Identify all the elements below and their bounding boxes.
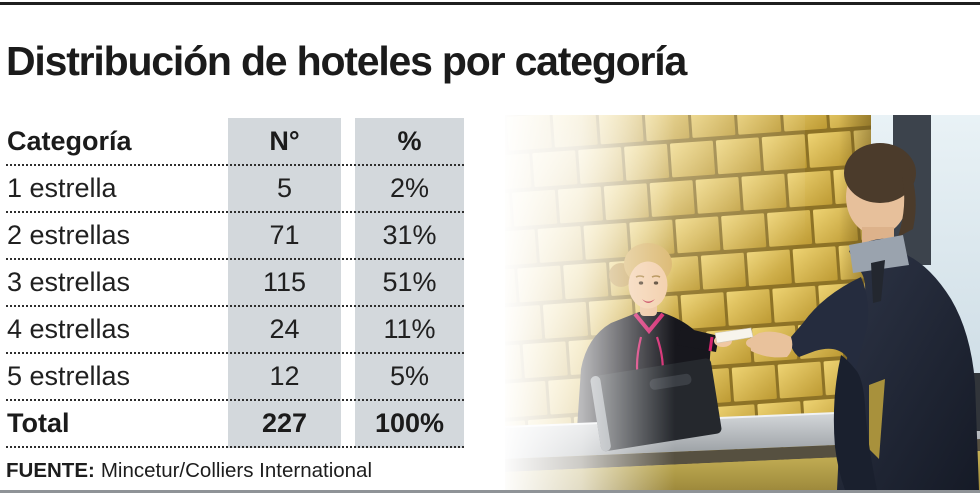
table-row: 3 estrellas 115 51%	[6, 260, 464, 307]
row-category: 4 estrellas	[7, 314, 131, 344]
header-percent: %	[397, 125, 422, 156]
row-category: 3 estrellas	[7, 267, 131, 297]
photo-left-fade	[505, 115, 675, 490]
guest-shirt-collar	[849, 235, 909, 273]
table-total-row: Total 227 100%	[6, 401, 464, 448]
row-percent: 31%	[382, 220, 437, 250]
wall-gap	[869, 379, 885, 459]
source-text: Mincetur/Colliers International	[100, 459, 373, 482]
guest-hair	[844, 143, 916, 203]
total-percent: 100%	[374, 408, 445, 438]
guest-fingers	[746, 337, 764, 349]
guest-hand	[749, 331, 793, 358]
guest-forearm-sleeve	[833, 355, 877, 490]
n-column-background	[228, 118, 341, 448]
row-category: 2 estrellas	[7, 220, 131, 250]
source-label: FUENTE:	[6, 459, 95, 482]
guest-reaching-arm	[790, 277, 869, 373]
row-count: 115	[262, 267, 307, 297]
row-count: 5	[276, 173, 293, 203]
header-n: N°	[269, 125, 300, 156]
uniform-sleeve	[677, 327, 719, 352]
top-rule	[0, 2, 980, 5]
row-category: 1 estrella	[7, 173, 117, 203]
row-percent: 2%	[389, 173, 430, 203]
percent-column-background	[355, 118, 464, 448]
table-row: 2 estrellas 71 31%	[6, 213, 464, 260]
row-count: 71	[269, 220, 300, 250]
hotel-category-table: Categoría N° % 1 estrella 5 2% 2 estrell…	[6, 118, 464, 448]
magenta-cuff	[708, 336, 714, 352]
bottom-rule	[0, 490, 980, 493]
key-card	[714, 327, 754, 344]
source-line: FUENTE: Mincetur/Colliers International	[6, 459, 372, 483]
guest-tie	[871, 260, 885, 303]
page-title: Distribución de hoteles por categoría	[6, 38, 687, 85]
table-row: 5 estrellas 12 5%	[6, 354, 464, 401]
table-row: 1 estrella 5 2%	[6, 166, 464, 213]
total-count: 227	[261, 408, 308, 438]
reception-photo	[505, 115, 980, 490]
row-count: 12	[269, 361, 300, 391]
row-percent: 5%	[389, 361, 430, 391]
table-header-row: Categoría N° %	[6, 118, 464, 166]
row-category: 5 estrellas	[7, 361, 131, 391]
table-row: 4 estrellas 24 11%	[6, 307, 464, 354]
total-label: Total	[7, 408, 70, 438]
header-categoria: Categoría	[7, 125, 132, 156]
row-percent: 11%	[383, 314, 436, 344]
row-percent: 51%	[382, 267, 437, 297]
guest-hair-back	[898, 167, 916, 237]
row-count: 24	[269, 314, 300, 344]
guest-figure	[746, 143, 979, 490]
